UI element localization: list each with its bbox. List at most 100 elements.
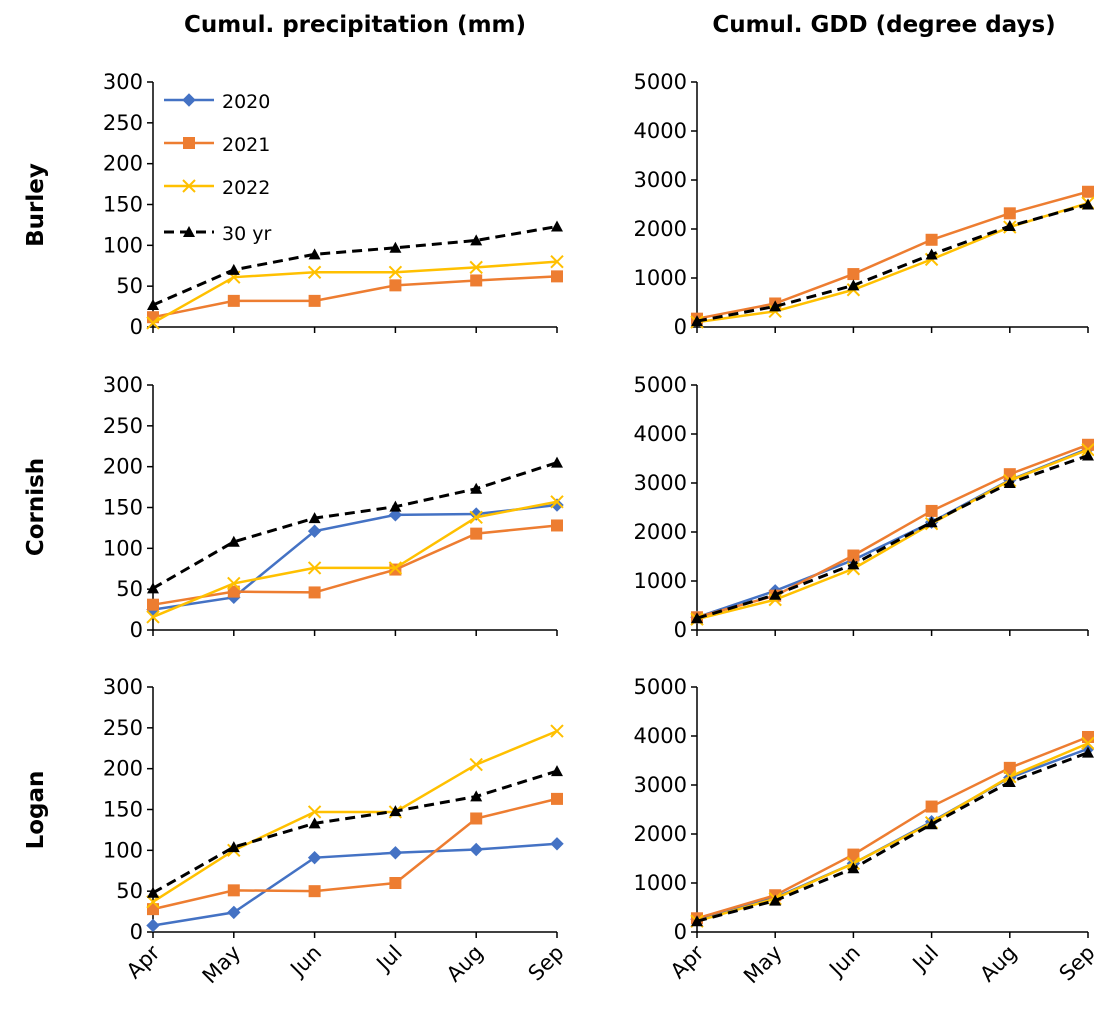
data-point-30-yr [470, 234, 483, 246]
y-tick-label: 2000 [634, 520, 687, 544]
y-tick-label: 3000 [634, 168, 687, 192]
data-point-2021 [308, 294, 321, 307]
data-point-2021 [847, 268, 860, 281]
data-point-2021 [925, 800, 938, 813]
legend-marker-2020 [182, 93, 196, 107]
data-point-30-yr [551, 765, 563, 777]
series-line-2022 [152, 500, 558, 619]
y-tick-label: 5000 [634, 675, 687, 699]
y-tick-label: 300 [103, 373, 143, 397]
panel-burley-precip: 0 50 100 150 200 250 300 [103, 70, 564, 339]
y-tick-label: 4000 [634, 422, 687, 446]
x-tick-label: May [739, 941, 787, 989]
y-tick-label: 0 [674, 315, 687, 339]
x-tick-label: Aug [442, 941, 488, 987]
data-point-2021 [925, 504, 938, 517]
y-tick-label: 150 [103, 798, 143, 822]
y-tick-label: 200 [103, 455, 143, 479]
panel-logan-gdd: 0 1000 2000 3000 4000 5000 Apr May Jun Jul Aug Sep [634, 675, 1094, 988]
y-tick-label: 0 [130, 920, 143, 944]
x-tick-label: Sep [524, 941, 569, 986]
series-line-2020 [152, 503, 558, 611]
data-point-2022 [388, 561, 403, 575]
series-line-2021 [152, 797, 558, 911]
series-30-yr [691, 746, 1094, 927]
data-point-2020 [388, 508, 403, 522]
series-2022 [690, 736, 1094, 928]
row-label-burley: Burley [23, 163, 49, 247]
series-2020 [146, 837, 564, 933]
series-2021 [147, 519, 563, 611]
data-point-30-yr [470, 790, 483, 802]
y-tick-label: 0 [674, 618, 687, 642]
legend-item-2020: 2020 [164, 91, 270, 113]
legend: 2020 2021 2022 30 yr [164, 91, 271, 245]
data-point-30-yr [925, 818, 938, 830]
y-tick-label: 50 [116, 577, 143, 601]
x-tick-label: Apr [122, 940, 165, 983]
data-point-2021 [551, 792, 563, 805]
y-tick-label: 3000 [634, 471, 687, 495]
x-tick-label: Sep [1055, 941, 1094, 986]
legend-marker-2021 [183, 137, 195, 149]
series-line-2021 [152, 524, 558, 606]
data-point-2020 [307, 524, 322, 538]
data-point-2021 [847, 549, 860, 562]
series-line-30-yr [696, 751, 1089, 923]
data-point-2020 [550, 837, 564, 851]
x-tick-label: Jun [285, 941, 327, 983]
series-line-2022 [696, 448, 1089, 621]
panel-logan-precip: 0 50 100 150 200 250 300 Apr May Jun Jul Aug Sep [103, 675, 569, 988]
y-tick-label: 100 [103, 838, 143, 862]
series-line-2022 [152, 729, 558, 903]
series-line-2022 [696, 742, 1089, 923]
data-point-2022 [469, 510, 483, 525]
y-tick-label: 1000 [634, 569, 687, 593]
data-point-2021 [308, 885, 321, 898]
data-point-30-yr [147, 886, 159, 898]
column-title-precipitation: Cumul. precipitation (mm) [184, 12, 526, 38]
legend-label-2021: 2021 [222, 134, 270, 156]
data-point-2021 [847, 848, 860, 861]
y-tick-label: 50 [116, 274, 143, 298]
data-point-2021 [227, 884, 240, 897]
data-point-30-yr [769, 894, 782, 906]
data-point-30-yr [1003, 220, 1016, 232]
data-point-2020 [469, 842, 483, 857]
series-2021 [691, 438, 1094, 624]
data-point-30-yr [691, 315, 703, 327]
series-30-yr [691, 449, 1094, 624]
data-point-2021 [1082, 185, 1094, 198]
data-point-2021 [147, 598, 159, 611]
data-point-2020 [388, 846, 403, 860]
data-point-2021 [551, 519, 563, 532]
y-tick-label: 150 [103, 496, 143, 520]
data-point-2022 [307, 265, 322, 279]
data-point-2020 [146, 918, 160, 933]
y-tick-label: 100 [103, 233, 143, 257]
data-point-2022 [146, 316, 160, 330]
y-tick-label: 250 [103, 414, 143, 438]
y-tick-label: 3000 [634, 773, 687, 797]
data-point-2022 [388, 265, 403, 279]
series-line-2021 [152, 275, 558, 319]
series-line-2021 [696, 190, 1089, 320]
series-line-30-yr [152, 769, 558, 895]
data-point-30-yr [147, 298, 159, 310]
y-tick-label: 4000 [634, 724, 687, 748]
legend-item-2021: 2021 [164, 134, 270, 156]
x-tick-label: Jun [823, 941, 865, 983]
y-tick-label: 150 [103, 193, 143, 217]
x-tick-label: Apr [666, 940, 709, 983]
y-tick-label: 250 [103, 111, 143, 135]
data-point-30-yr [847, 862, 860, 874]
legend-item-30yr: 30 yr [164, 223, 271, 245]
legend-label-30yr: 30 yr [222, 223, 271, 245]
data-point-30-yr [147, 582, 159, 594]
x-tick-label: Jul [907, 941, 943, 977]
data-point-2021 [1003, 761, 1016, 774]
legend-item-2022: 2022 [164, 177, 270, 199]
data-point-30-yr [847, 279, 860, 291]
legend-marker-2022 [182, 179, 196, 193]
